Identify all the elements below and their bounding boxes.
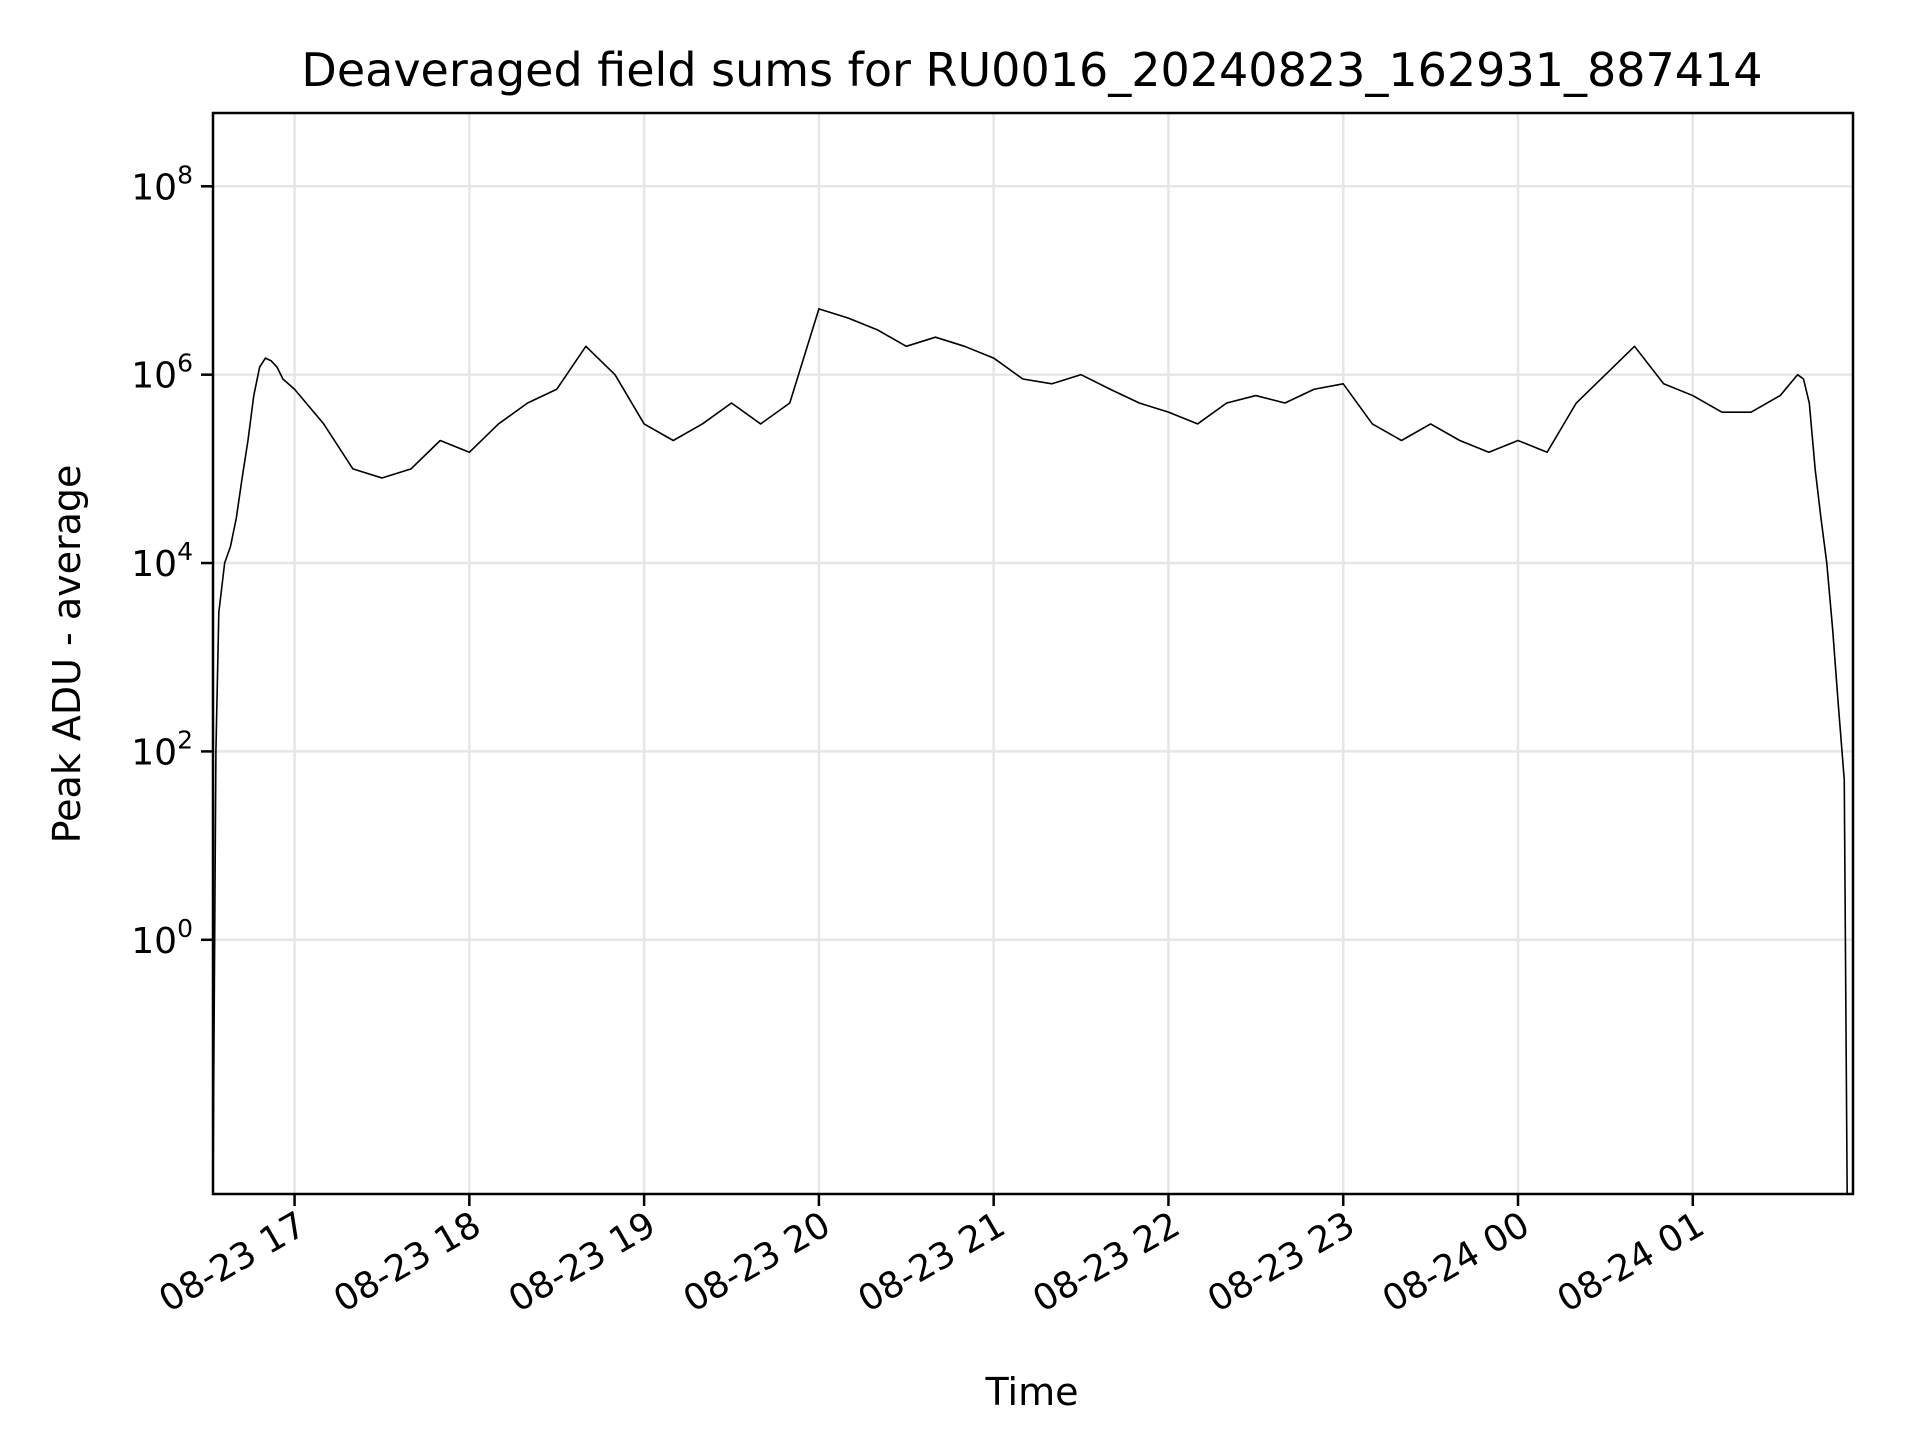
series-line-0 [213, 308, 1848, 1194]
y-axis-label: Peak ADU - average [45, 465, 89, 844]
grid [213, 113, 1853, 1194]
plot-area [213, 308, 1848, 1194]
x-axis-label: Time [985, 1370, 1079, 1414]
plot-frame [211, 111, 1855, 1196]
y-tick-label: 108 [131, 160, 193, 208]
y-tick-label: 106 [131, 349, 193, 397]
y-tick-label: 100 [131, 914, 193, 962]
y-tick-label: 102 [131, 725, 193, 773]
chart-title: Deaveraged field sums for RU0016_2024082… [301, 43, 1762, 97]
y-tick-label: 104 [131, 537, 193, 585]
series-layer [213, 308, 1848, 1194]
y-axis: 100 102 104 106 108 [131, 160, 213, 962]
